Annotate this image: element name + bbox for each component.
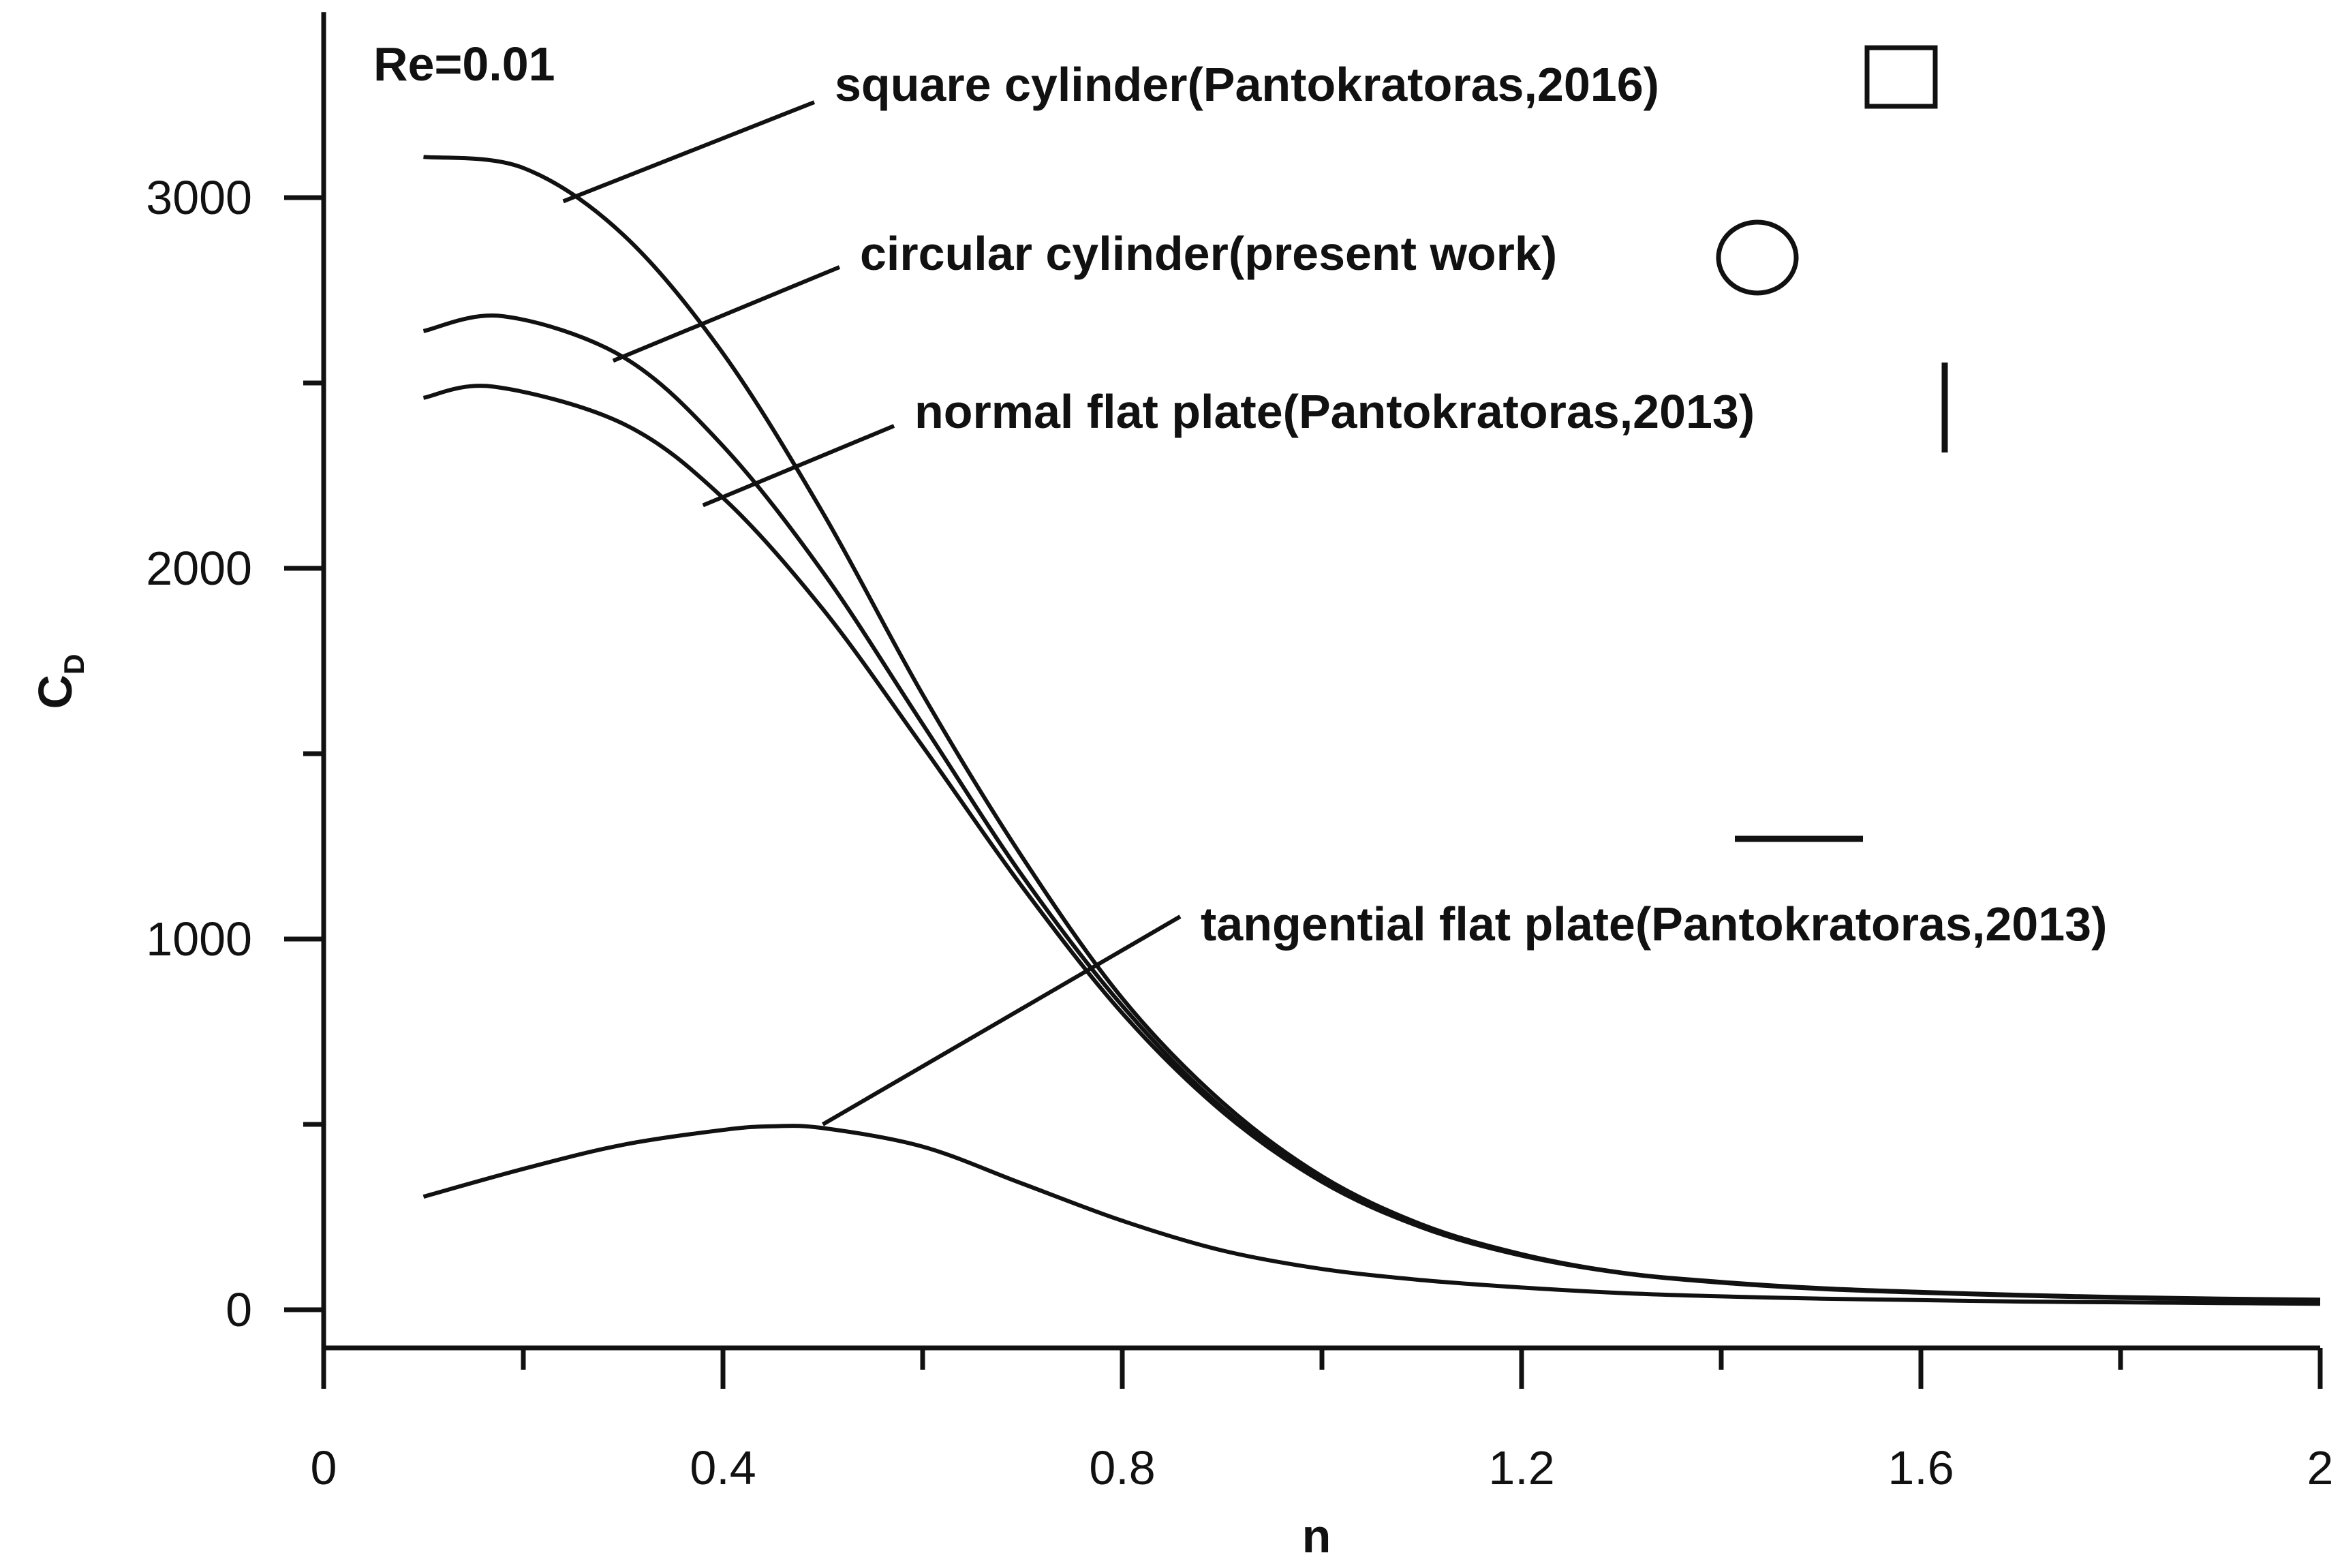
y-axis-title-subscript: D [58,654,90,675]
label-leader-0 [562,100,816,204]
x-tick-label: 2 [2307,1441,2334,1494]
series-label-2: normal flat plate(Pantokratoras,2013) [914,385,1755,438]
series-label-3: tangential flat plate(Pantokratoras,2013… [1201,897,2107,951]
series-line-2 [422,384,2321,1303]
y-axis-title-main: C [29,675,82,709]
series-line-1 [422,313,2321,1302]
series-line-0 [423,155,2321,1302]
label-leader-2 [702,424,895,508]
y-tick-label: 1000 [146,912,252,966]
series-line-3 [422,1124,2321,1306]
label-leader-1 [612,265,841,363]
svg-text:CD: CD [29,654,90,709]
label-leader-3 [821,914,1182,1126]
annotation-re: Re=0.01 [373,37,555,91]
y-axis-title: CD [29,654,90,709]
square-symbol [1864,45,1938,109]
x-tick-label: 0.8 [1089,1441,1155,1494]
axes: 0 1000 2000 3000 0 0.4 0.8 1.2 1.6 2 [146,12,2333,1494]
x-tick-label: 1.2 [1488,1441,1554,1494]
series-label-0: square cylinder(Pantokratoras,2016) [835,58,1659,111]
x-tick-label: 0.4 [690,1441,756,1494]
x-tick-label: 1.6 [1888,1441,1954,1494]
circle-symbol [1716,219,1799,296]
x-axis-title: n [1302,1509,1331,1563]
series-label-1: circular cylinder(present work) [860,227,1557,280]
y-tick-label: 2000 [146,542,252,595]
series-lines [422,155,2321,1306]
x-tick-label: 0 [311,1441,337,1494]
series-labels: square cylinder(Pantokratoras,2016) circu… [562,58,2107,1126]
y-tick-label: 3000 [146,171,252,224]
y-tick-label: 0 [226,1283,252,1336]
